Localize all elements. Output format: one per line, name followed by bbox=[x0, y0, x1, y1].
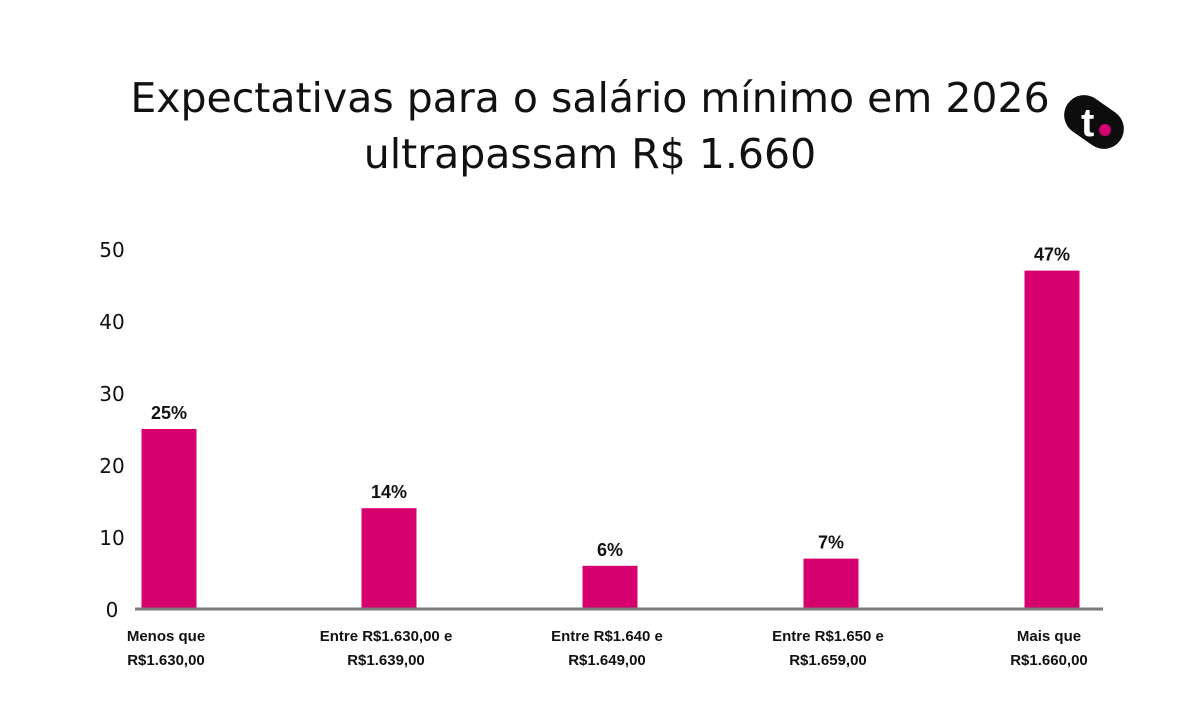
x-tick-label: R$1.630,00 bbox=[127, 652, 205, 669]
bar bbox=[361, 508, 417, 609]
x-tick-label: R$1.649,00 bbox=[568, 652, 646, 669]
data-label: 6% bbox=[597, 540, 623, 560]
x-tick-label: Menos que bbox=[127, 628, 205, 645]
y-tick-label: 50 bbox=[99, 238, 124, 262]
x-tick-label: Mais que bbox=[1017, 628, 1081, 645]
bar bbox=[803, 558, 859, 609]
bar bbox=[582, 565, 638, 609]
data-label: 47% bbox=[1034, 245, 1070, 265]
bar bbox=[141, 429, 197, 609]
t-logo-icon: t bbox=[1064, 95, 1124, 149]
x-tick-label: R$1.660,00 bbox=[1010, 652, 1088, 669]
x-tick-label: R$1.659,00 bbox=[789, 652, 867, 669]
y-tick-label: 30 bbox=[99, 382, 124, 406]
bar bbox=[1024, 270, 1080, 609]
x-tick-label: Entre R$1.630,00 e bbox=[320, 628, 453, 645]
y-tick-label: 0 bbox=[106, 598, 119, 622]
chart-title: Expectativas para o salário mínimo em 20… bbox=[80, 70, 1100, 182]
data-label: 25% bbox=[151, 403, 187, 423]
chart-title-line-1: Expectativas para o salário mínimo em 20… bbox=[130, 74, 1050, 122]
chart-title-line-2: ultrapassam R$ 1.660 bbox=[363, 130, 817, 178]
logo-dot bbox=[1099, 124, 1111, 136]
logo-letter: t bbox=[1081, 101, 1094, 145]
x-tick-label: Entre R$1.650 e bbox=[772, 628, 884, 645]
y-tick-label: 40 bbox=[99, 310, 124, 334]
x-tick-label: Entre R$1.640 e bbox=[551, 628, 663, 645]
y-tick-label: 20 bbox=[99, 454, 124, 478]
y-tick-label: 10 bbox=[99, 526, 124, 550]
data-label: 7% bbox=[818, 533, 844, 553]
x-tick-label: R$1.639,00 bbox=[347, 652, 425, 669]
data-label: 14% bbox=[371, 482, 407, 502]
